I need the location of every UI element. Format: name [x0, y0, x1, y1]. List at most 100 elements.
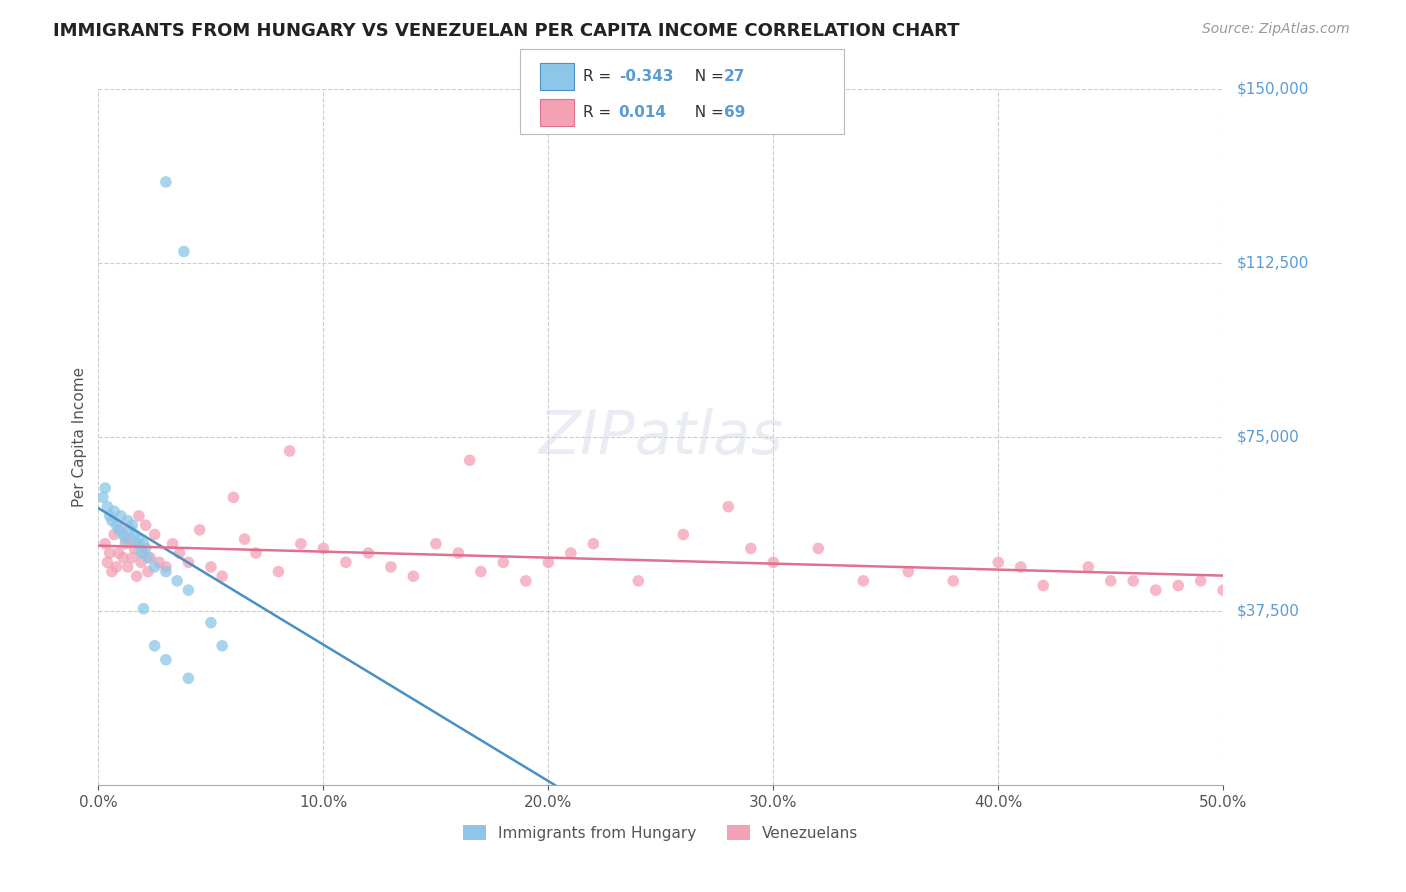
Point	[188, 523, 211, 537]
Point	[1032, 578, 1054, 592]
Point	[105, 560, 128, 574]
Point	[425, 537, 447, 551]
Point	[136, 565, 159, 579]
Point	[96, 500, 118, 514]
Point	[124, 541, 146, 556]
Text: ZIPatlas: ZIPatlas	[538, 408, 783, 467]
Point	[148, 555, 170, 569]
Point	[627, 574, 650, 588]
Point	[200, 615, 222, 630]
Text: $150,000: $150,000	[1237, 82, 1309, 96]
Point	[515, 574, 537, 588]
Point	[1077, 560, 1099, 574]
Point	[357, 546, 380, 560]
Point	[852, 574, 875, 588]
Point	[582, 537, 605, 551]
Point	[155, 565, 177, 579]
Point	[135, 541, 157, 556]
Point	[245, 546, 267, 560]
Point	[211, 639, 233, 653]
Point	[458, 453, 481, 467]
Point	[117, 560, 139, 574]
Point	[114, 537, 136, 551]
Text: $75,000: $75,000	[1237, 430, 1299, 444]
Point	[173, 244, 195, 259]
Point	[117, 514, 139, 528]
Text: Source: ZipAtlas.com: Source: ZipAtlas.com	[1202, 22, 1350, 37]
Point	[380, 560, 402, 574]
Point	[132, 546, 155, 560]
Point	[211, 569, 233, 583]
Point	[125, 537, 148, 551]
Point	[112, 550, 135, 565]
Point	[136, 550, 159, 565]
Text: 0.014: 0.014	[619, 105, 666, 120]
Point	[121, 550, 143, 565]
Text: R =: R =	[583, 69, 617, 84]
Point	[537, 555, 560, 569]
Text: 69: 69	[724, 105, 745, 120]
Point	[278, 444, 301, 458]
Point	[162, 537, 184, 551]
Point	[312, 541, 335, 556]
Point	[101, 565, 124, 579]
Point	[155, 560, 177, 574]
Point	[807, 541, 830, 556]
Point	[1212, 583, 1234, 598]
Point	[118, 532, 141, 546]
Text: N =: N =	[685, 69, 728, 84]
Point	[125, 569, 148, 583]
Point	[200, 560, 222, 574]
Point	[717, 500, 740, 514]
Point	[121, 518, 143, 533]
Text: R =: R =	[583, 105, 617, 120]
Point	[177, 671, 200, 685]
Point	[107, 546, 129, 560]
Text: -0.343: -0.343	[619, 69, 673, 84]
Point	[143, 639, 166, 653]
Text: $112,500: $112,500	[1237, 256, 1309, 270]
Point	[105, 518, 128, 533]
Point	[169, 546, 191, 560]
Point	[177, 555, 200, 569]
Point	[492, 555, 515, 569]
Point	[118, 523, 141, 537]
Text: N =: N =	[685, 105, 728, 120]
Point	[155, 653, 177, 667]
Point	[155, 175, 177, 189]
Point	[402, 569, 425, 583]
Point	[139, 550, 162, 565]
Point	[94, 537, 117, 551]
Point	[98, 546, 121, 560]
Point	[177, 583, 200, 598]
Point	[762, 555, 785, 569]
Point	[560, 546, 582, 560]
Point	[1167, 578, 1189, 592]
Text: IMMIGRANTS FROM HUNGARY VS VENEZUELAN PER CAPITA INCOME CORRELATION CHART: IMMIGRANTS FROM HUNGARY VS VENEZUELAN PE…	[53, 22, 960, 40]
Point	[222, 491, 245, 505]
Point	[143, 560, 166, 574]
Point	[98, 508, 121, 523]
Point	[96, 555, 118, 569]
Point	[335, 555, 357, 569]
Point	[135, 518, 157, 533]
Point	[166, 574, 188, 588]
Point	[94, 481, 117, 495]
Point	[1189, 574, 1212, 588]
Point	[1122, 574, 1144, 588]
Point	[132, 601, 155, 615]
Point	[91, 491, 114, 505]
Point	[942, 574, 965, 588]
Point	[101, 514, 124, 528]
Point	[128, 508, 150, 523]
Text: $37,500: $37,500	[1237, 604, 1299, 618]
Point	[132, 537, 155, 551]
Point	[103, 527, 125, 541]
Point	[124, 527, 146, 541]
Point	[128, 532, 150, 546]
Point	[107, 523, 129, 537]
Point	[103, 504, 125, 518]
Legend: Immigrants from Hungary, Venezuelans: Immigrants from Hungary, Venezuelans	[457, 819, 865, 847]
Point	[114, 532, 136, 546]
Point	[1144, 583, 1167, 598]
